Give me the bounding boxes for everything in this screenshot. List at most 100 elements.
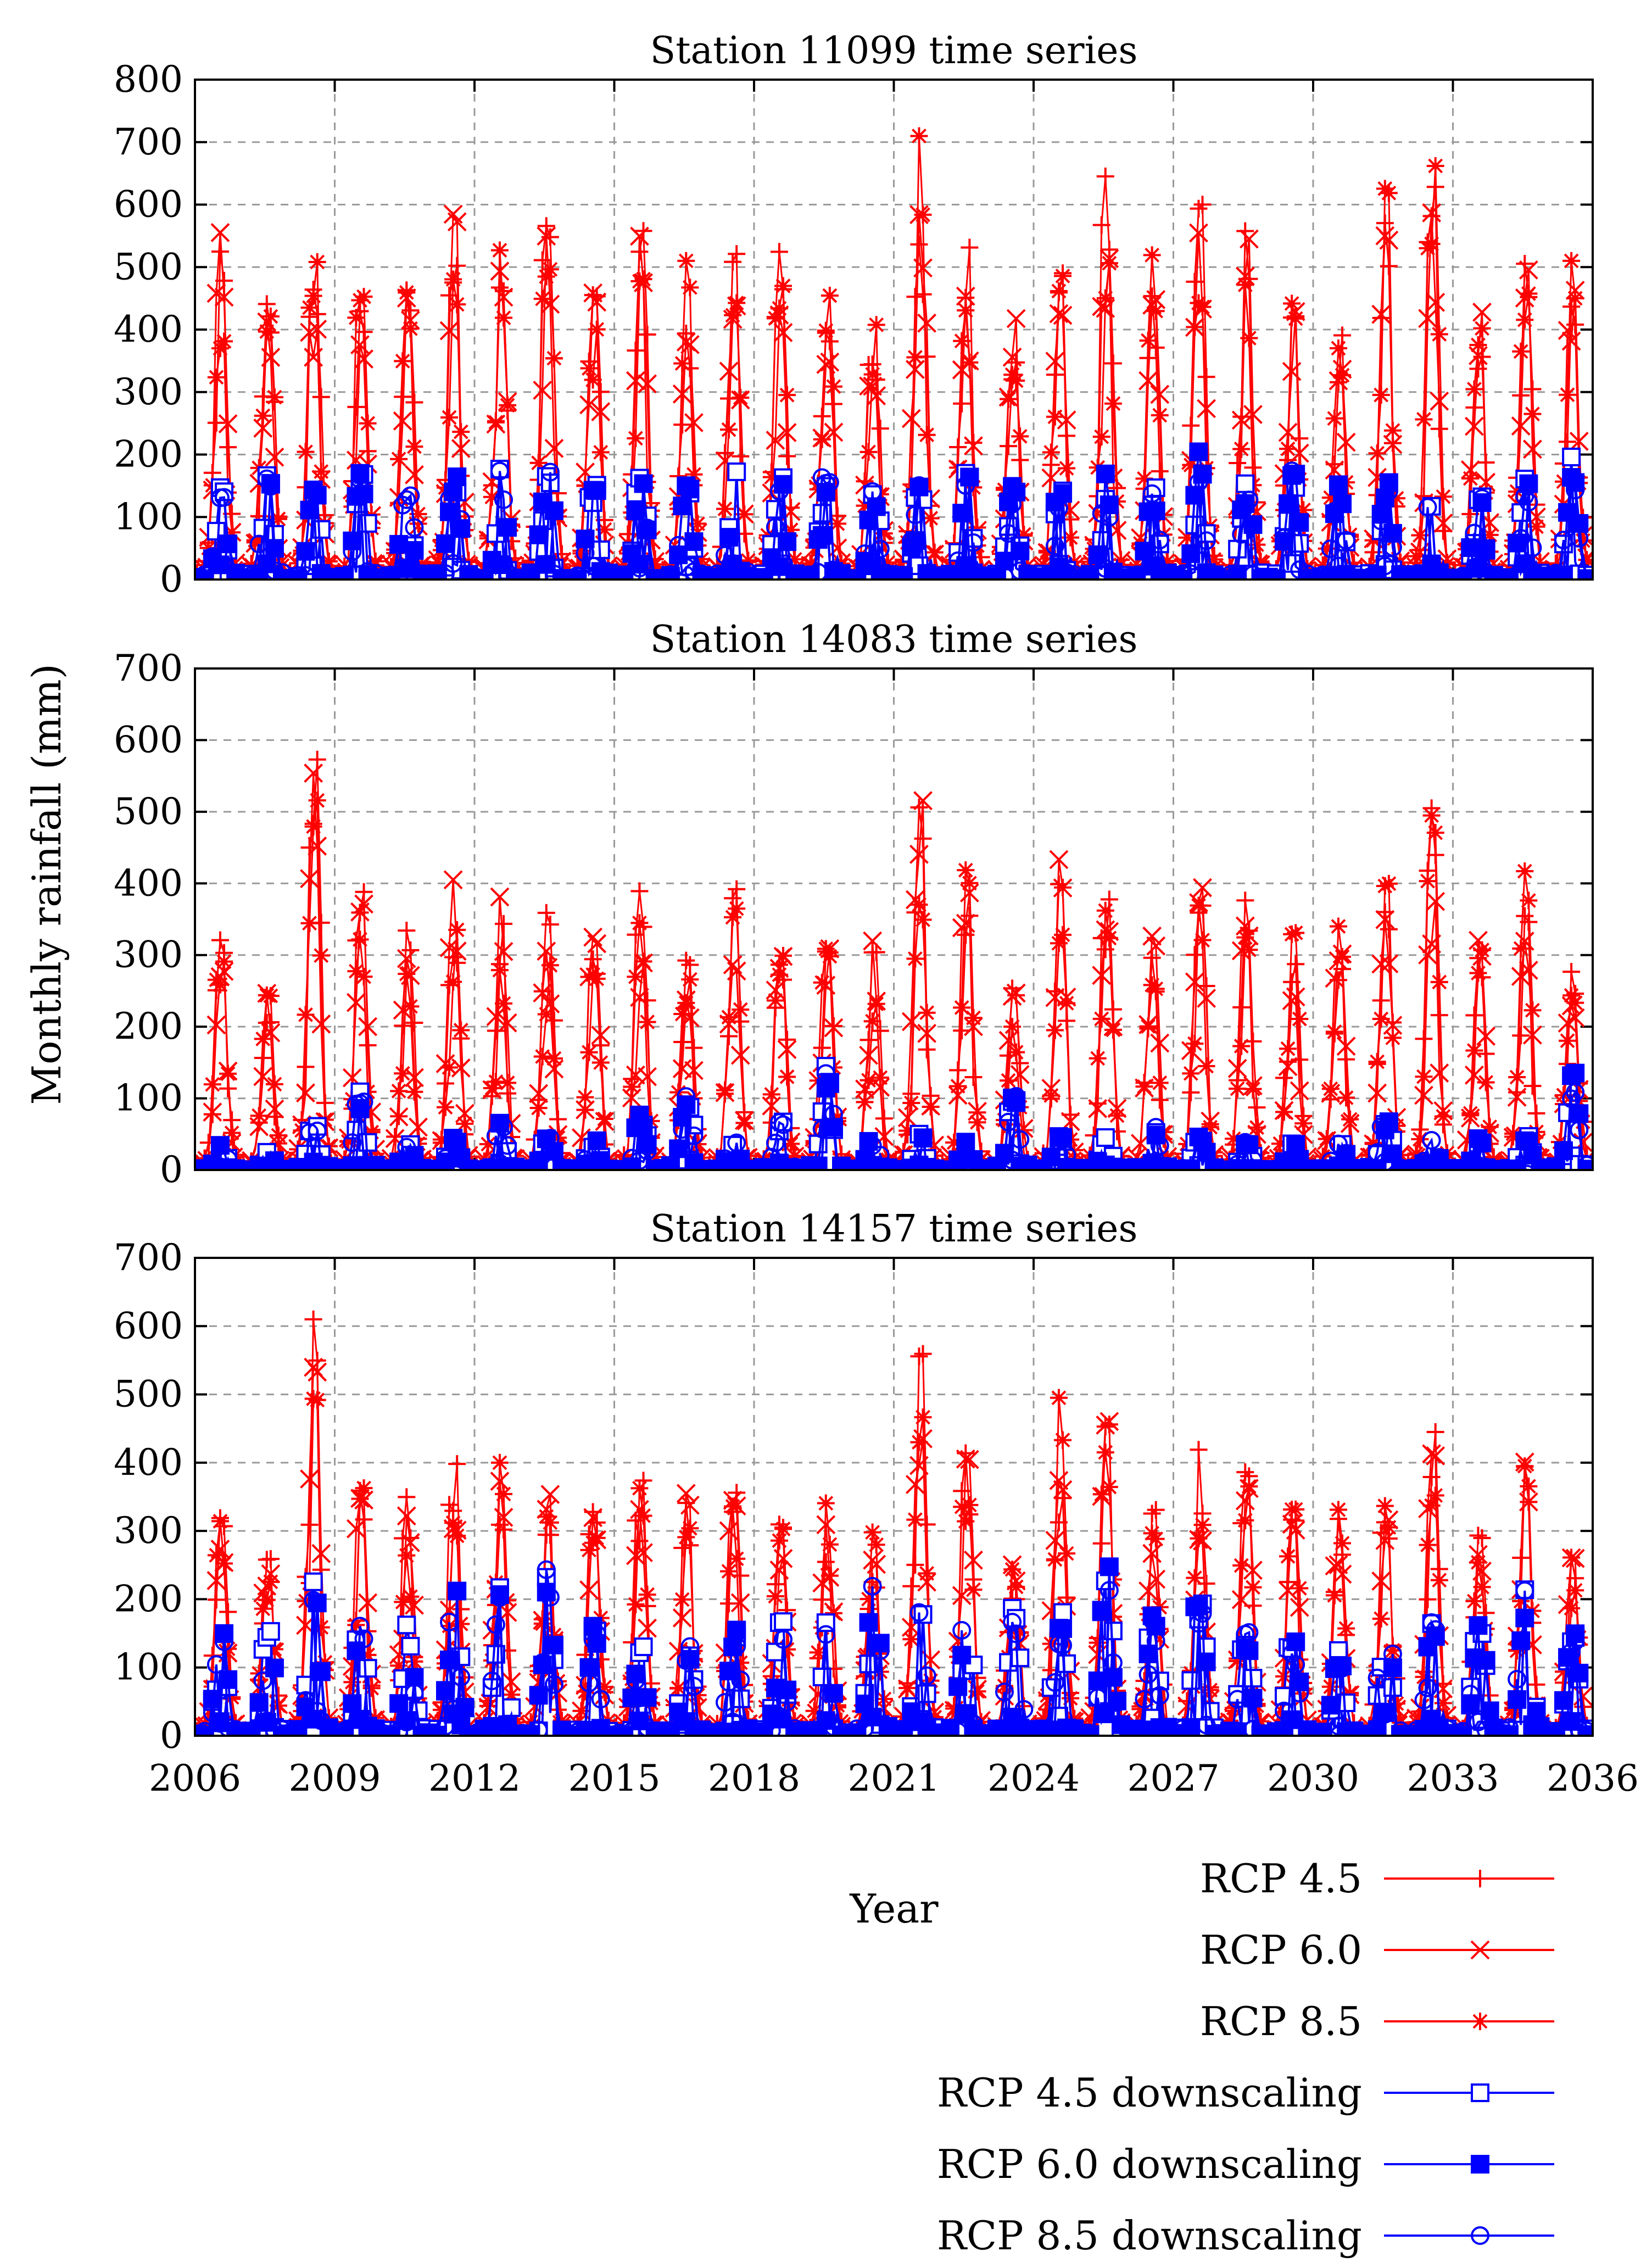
y-tick-label: 100 xyxy=(114,495,183,538)
data-point-marker xyxy=(1146,1631,1165,1651)
data-point-marker xyxy=(537,226,556,246)
data-point-marker xyxy=(1158,552,1176,570)
data-point-marker xyxy=(207,414,225,432)
data-point-marker xyxy=(195,1724,206,1736)
data-point-marker xyxy=(925,543,944,561)
data-point-marker xyxy=(638,374,657,394)
data-point-marker xyxy=(254,406,272,425)
data-point-marker xyxy=(223,1124,241,1142)
y-tick-label: 0 xyxy=(160,1149,183,1191)
data-point-marker xyxy=(987,1721,1006,1736)
data-point-marker xyxy=(661,565,680,579)
data-point-marker xyxy=(576,1682,594,1701)
data-point-marker xyxy=(1481,1118,1499,1136)
data-point-marker xyxy=(627,1595,645,1613)
data-point-marker xyxy=(1368,1686,1387,1705)
data-point-marker xyxy=(347,962,365,980)
data-point-marker xyxy=(487,413,505,431)
data-point-marker xyxy=(296,542,315,561)
data-point-marker xyxy=(1341,1684,1359,1702)
data-point-marker xyxy=(634,1637,653,1657)
data-point-marker xyxy=(1570,528,1589,548)
data-point-marker xyxy=(1142,926,1162,946)
data-point-marker xyxy=(676,1484,696,1503)
data-point-marker xyxy=(490,887,510,907)
data-point-marker xyxy=(1566,1581,1584,1600)
data-point-marker xyxy=(1508,565,1527,579)
y-tick-label: 100 xyxy=(114,1077,183,1119)
data-point-marker xyxy=(1003,1151,1022,1170)
data-point-marker xyxy=(615,556,633,574)
data-point-marker xyxy=(1197,531,1216,550)
data-point-marker xyxy=(716,500,734,518)
data-point-marker xyxy=(541,916,559,934)
data-point-marker xyxy=(1519,961,1538,980)
data-point-marker xyxy=(529,525,548,544)
data-point-marker xyxy=(1150,1136,1169,1155)
data-point-marker xyxy=(1368,444,1386,462)
data-point-marker xyxy=(1275,1668,1293,1686)
data-point-marker xyxy=(685,465,703,483)
data-point-marker xyxy=(537,941,556,961)
data-point-marker xyxy=(529,1099,548,1117)
data-point-marker xyxy=(448,1133,467,1152)
data-point-marker xyxy=(591,1054,610,1072)
data-point-marker xyxy=(1185,972,1204,992)
data-point-marker xyxy=(630,882,649,900)
data-point-marker xyxy=(1364,1134,1382,1152)
data-point-marker xyxy=(1336,1037,1356,1056)
data-point-marker xyxy=(1054,926,1072,944)
data-point-marker xyxy=(250,1107,268,1125)
data-point-marker xyxy=(1220,565,1240,579)
data-point-marker xyxy=(1469,336,1487,354)
data-point-marker xyxy=(1240,329,1258,347)
data-point-marker xyxy=(1565,1548,1585,1568)
data-point-marker xyxy=(1372,1609,1390,1628)
data-point-marker xyxy=(249,1693,269,1713)
data-point-marker xyxy=(1150,531,1169,550)
data-point-marker xyxy=(778,1640,796,1658)
legend-label: RCP 4.5 xyxy=(1200,1855,1362,1902)
data-point-marker xyxy=(910,1433,928,1451)
data-point-marker xyxy=(1520,285,1538,303)
data-point-marker xyxy=(774,946,792,965)
data-point-marker xyxy=(258,322,276,341)
data-point-marker xyxy=(941,565,960,579)
data-point-marker xyxy=(1546,564,1565,579)
data-point-marker xyxy=(1096,940,1114,959)
data-point-marker xyxy=(409,505,427,523)
data-point-marker xyxy=(1329,475,1348,494)
data-point-marker xyxy=(1433,514,1453,533)
data-point-marker xyxy=(587,934,607,954)
data-point-marker xyxy=(817,1553,835,1571)
data-point-marker xyxy=(576,1721,595,1736)
data-point-marker xyxy=(545,1049,563,1067)
data-point-marker xyxy=(1507,1088,1527,1107)
data-point-marker xyxy=(382,565,401,579)
data-point-marker xyxy=(394,1593,412,1611)
data-point-marker xyxy=(964,1581,983,1599)
data-point-marker xyxy=(778,386,796,404)
legend-entry: RCP 4.5 downscaling xyxy=(937,2070,1554,2116)
data-point-marker xyxy=(583,1508,603,1528)
data-point-marker xyxy=(304,1310,322,1328)
grid xyxy=(195,80,1593,579)
data-point-marker xyxy=(195,565,214,579)
data-point-marker xyxy=(945,1134,963,1152)
data-point-marker xyxy=(680,480,700,499)
y-tick-label: 0 xyxy=(160,1714,183,1757)
grid xyxy=(195,668,1593,1170)
data-point-marker xyxy=(1135,1078,1153,1096)
data-point-marker xyxy=(253,1671,272,1690)
data-point-marker xyxy=(1150,1033,1170,1053)
data-point-marker xyxy=(1562,252,1581,270)
data-point-marker xyxy=(1135,470,1153,488)
data-point-marker xyxy=(1419,872,1437,890)
data-point-marker xyxy=(1314,556,1332,574)
data-point-marker xyxy=(521,566,540,579)
data-point-marker xyxy=(1465,1041,1483,1060)
data-point-marker xyxy=(707,1723,727,1736)
data-point-marker xyxy=(630,559,649,578)
data-point-marker xyxy=(817,940,835,958)
